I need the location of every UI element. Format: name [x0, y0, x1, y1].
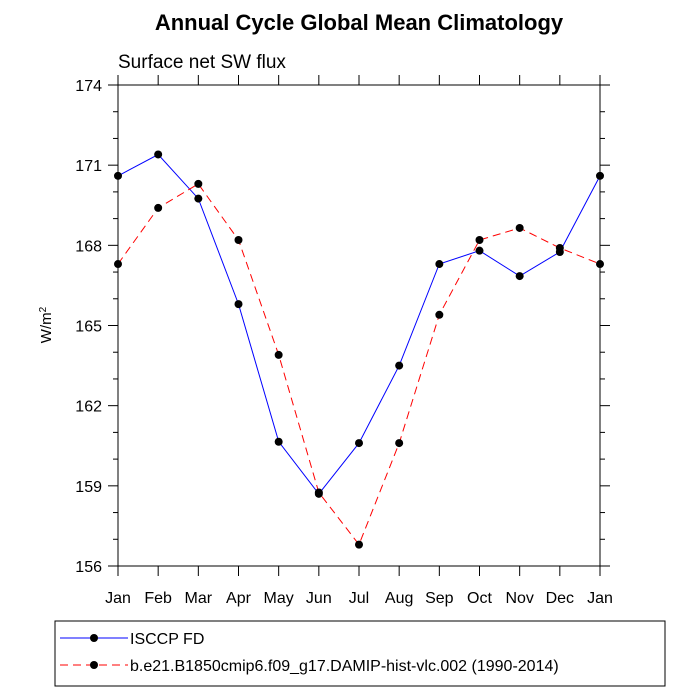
series-1-point: [154, 203, 163, 212]
y-tick-label: 168: [75, 238, 102, 255]
series-0-point: [274, 437, 283, 446]
series-1-point: [314, 488, 323, 497]
x-tick-label: Jan: [587, 590, 613, 607]
series-0-point: [355, 439, 363, 448]
series-0-point: [234, 300, 243, 309]
series-0-point: [194, 194, 203, 203]
y-tick-label: 171: [75, 158, 102, 175]
plot-frame: [117, 84, 601, 567]
x-tick-label: Feb: [144, 590, 172, 607]
y-tick-label: 174: [75, 78, 102, 95]
series-line-1: [117, 183, 601, 546]
x-tick-label: Apr: [226, 590, 252, 607]
series-1-point: [475, 235, 484, 244]
x-tick-label: Jan: [105, 590, 131, 607]
legend-box: [54, 620, 666, 687]
x-tick-label: Jul: [349, 590, 369, 607]
series-1-point: [194, 179, 203, 188]
series-group: [114, 150, 604, 549]
series-1-point: [234, 235, 243, 244]
y-tick-label: 159: [75, 479, 102, 496]
x-tick-label: Oct: [467, 590, 492, 607]
series-1-point: [274, 350, 283, 359]
series-0-point: [475, 246, 484, 255]
series-1-point: [355, 540, 363, 549]
legend-label-isccp: ISCCP FD: [130, 631, 204, 648]
chart-title: Annual Cycle Global Mean Climatology: [155, 10, 564, 35]
series-0-point: [435, 260, 444, 269]
y-tick-label: 165: [75, 319, 102, 336]
series-1-point: [395, 439, 404, 448]
series-0-point: [515, 272, 524, 281]
y-tick-label: 162: [75, 399, 102, 416]
x-tick-label: Jun: [306, 590, 332, 607]
legend-marker-model: [90, 661, 98, 669]
x-tick-label: Dec: [546, 590, 574, 607]
x-tick-label: May: [264, 590, 294, 607]
legend-entry-isccp: ISCCP FD: [60, 631, 204, 648]
series-1-point: [515, 223, 524, 232]
x-tick-label: Mar: [185, 590, 213, 607]
legend-entry-model: b.e21.B1850cmip6.f09_g17.DAMIP-hist-vlc.…: [60, 658, 559, 675]
x-tick-label: Aug: [385, 590, 413, 607]
x-tick-label: Nov: [505, 590, 533, 607]
series-1-point: [114, 260, 122, 269]
series-0-point: [154, 150, 163, 159]
series-1-point: [555, 244, 564, 253]
series-0-point: [395, 361, 404, 370]
series-1-point: [596, 260, 604, 269]
series-0-point: [596, 171, 604, 180]
y-axis-label: W/m2: [38, 306, 56, 343]
x-tick-label: Sep: [425, 590, 454, 607]
legend-label-model: b.e21.B1850cmip6.f09_g17.DAMIP-hist-vlc.…: [130, 658, 559, 675]
series-0-point: [114, 171, 122, 180]
x-ticks: Jan Feb Mar Apr May Jun Jul Aug Sep Oct Nov Dec Jan: [105, 75, 613, 607]
series-1-point: [435, 310, 444, 319]
y-axis-label-main: W/m: [38, 312, 55, 343]
legend-marker-isccp: [90, 634, 98, 642]
chart-subtitle: Surface net SW flux: [118, 52, 286, 73]
y-axis-label-superscript: 2: [38, 306, 49, 312]
y-ticks: 156 159 162 165 168 171 174: [75, 78, 610, 576]
y-tick-label: 156: [75, 559, 102, 576]
